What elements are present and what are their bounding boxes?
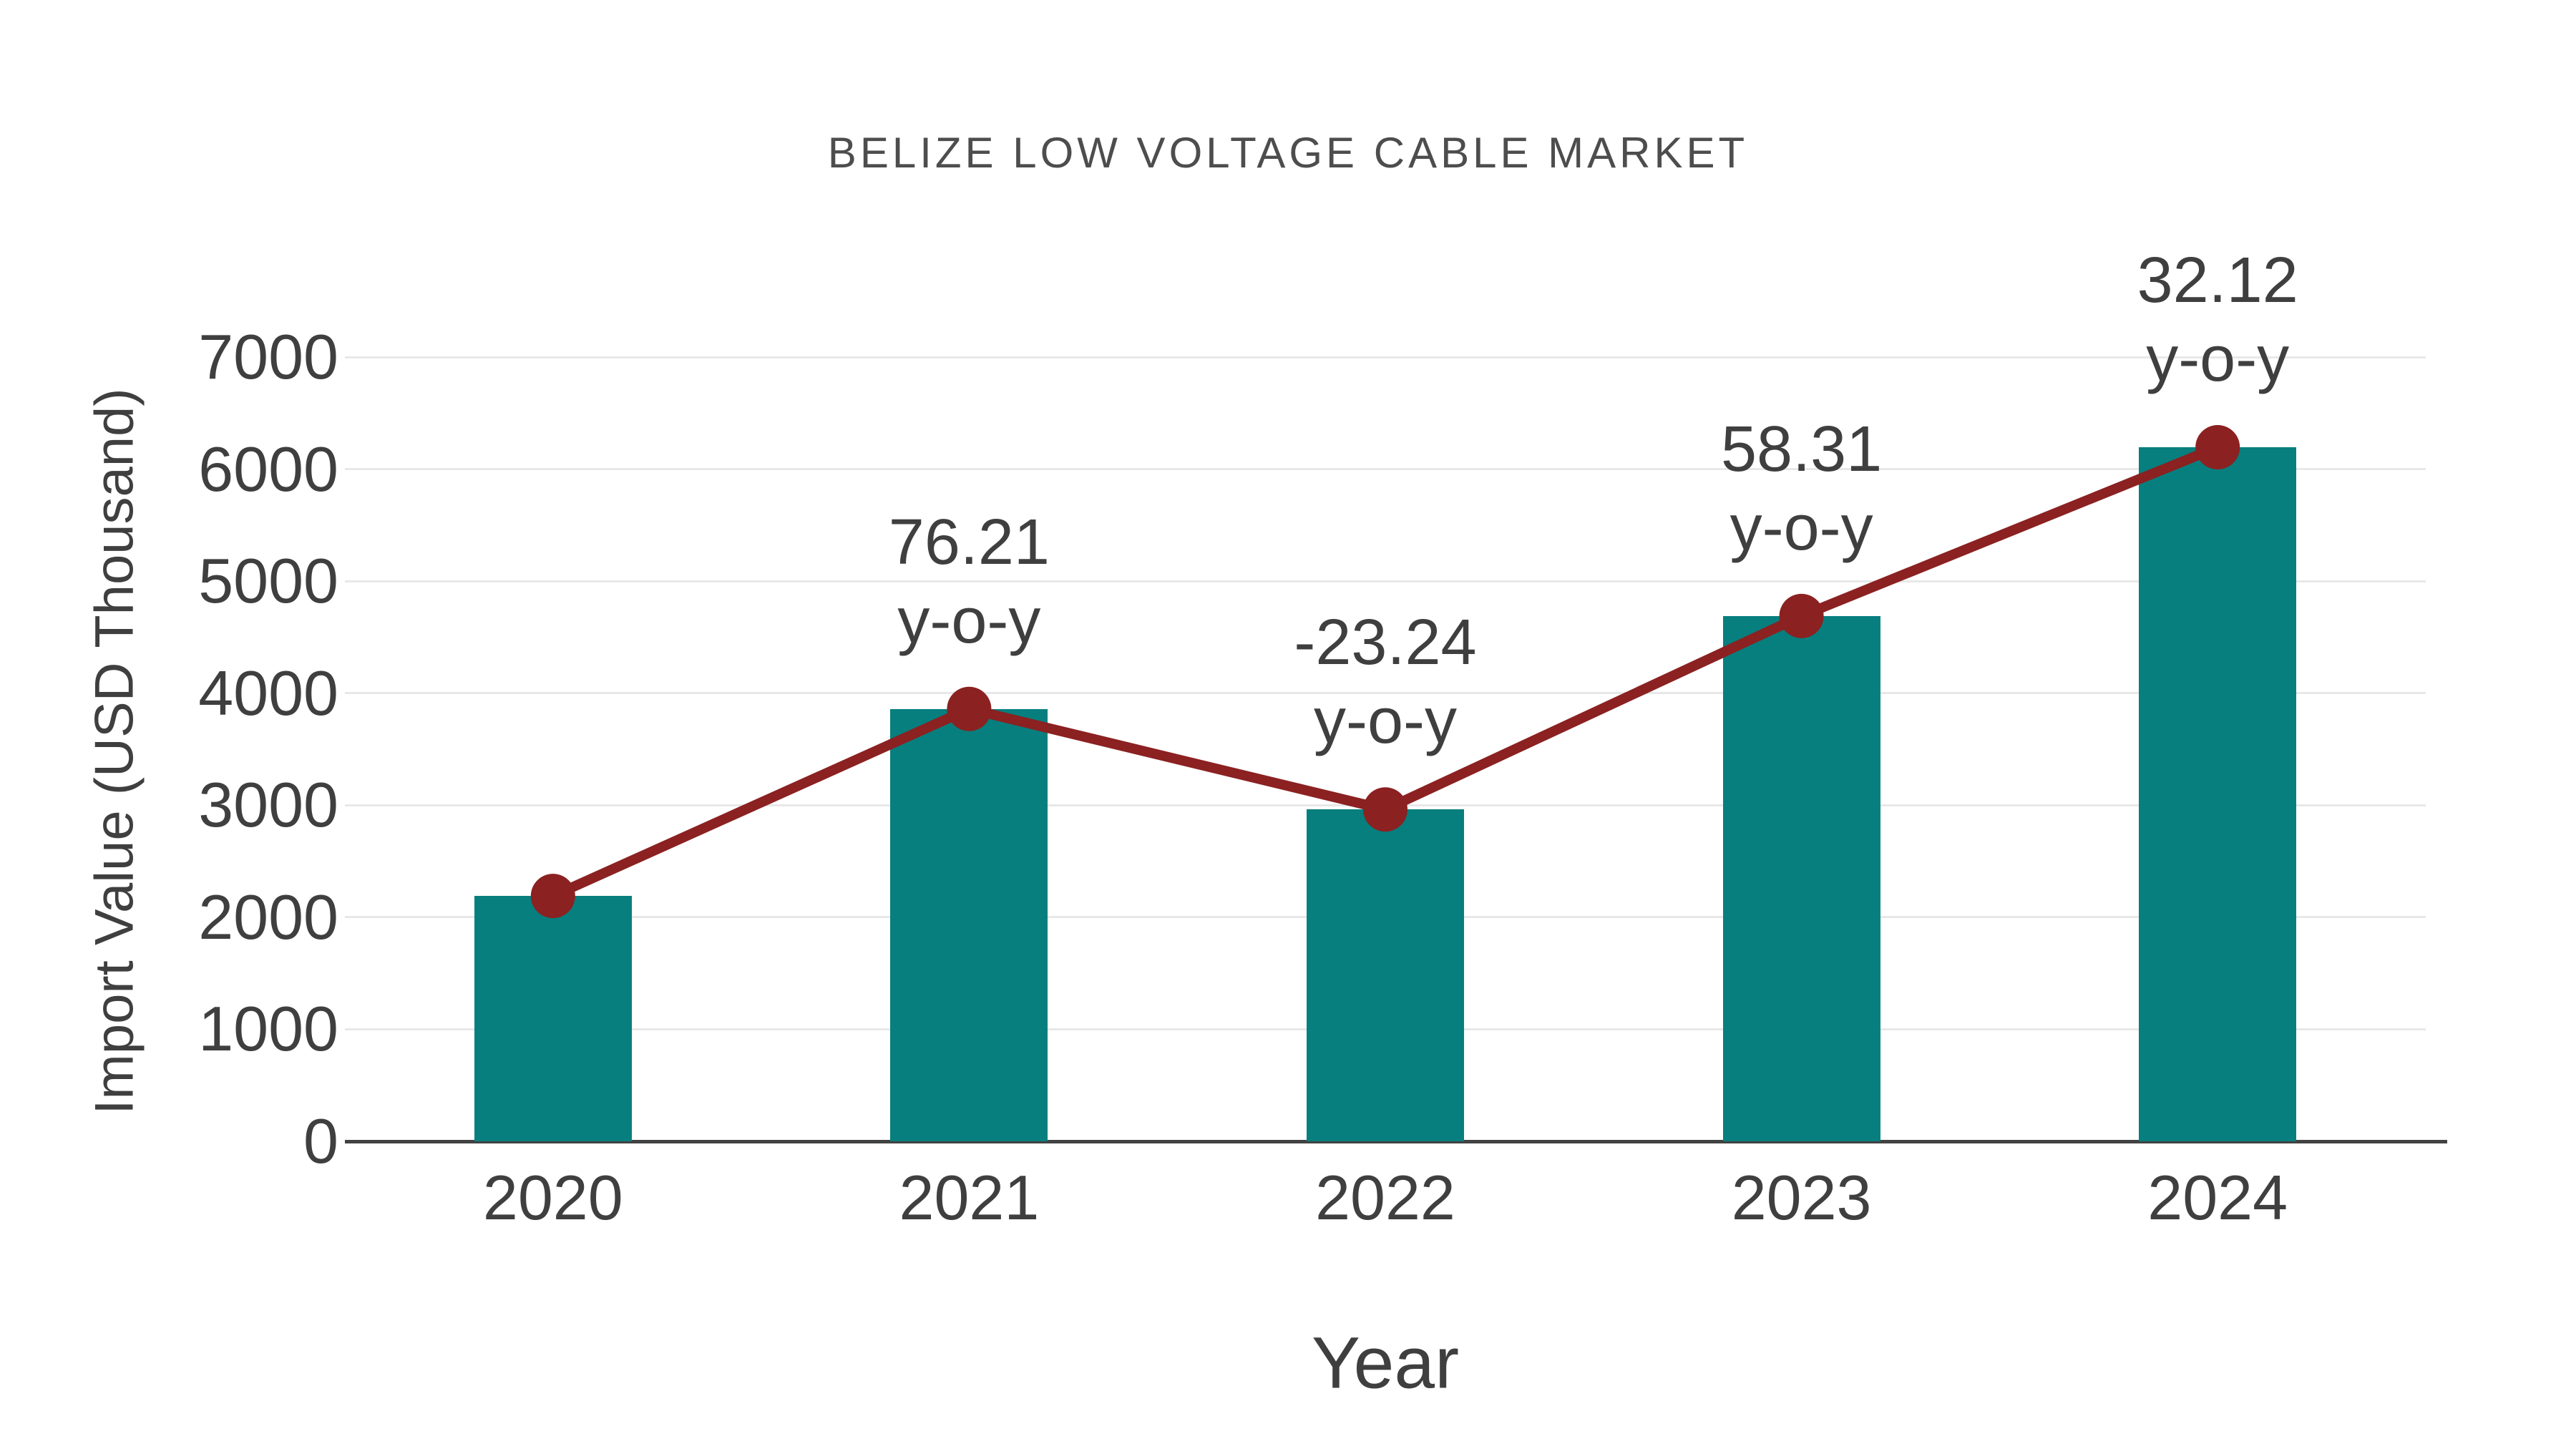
x-tick-label: 2024 bbox=[2147, 1162, 2288, 1233]
data-label: 76.21 y-o-y bbox=[754, 503, 1184, 660]
data-label: -23.24 y-o-y bbox=[1171, 603, 1600, 761]
x-axis-line bbox=[345, 1140, 2447, 1143]
chart-title: BELIZE LOW VOLTAGE CABLE MARKET bbox=[827, 129, 1749, 177]
data-label: 32.12 y-o-y bbox=[2003, 241, 2432, 399]
x-axis-title: Year bbox=[1311, 1322, 1460, 1404]
yoy-value: -23.24 bbox=[1294, 607, 1477, 679]
bar bbox=[890, 708, 1048, 1141]
y-tick-label: 6000 bbox=[198, 433, 338, 504]
yoy-value: 76.21 bbox=[888, 506, 1050, 578]
yoy-suffix: y-o-y bbox=[2146, 323, 2290, 396]
yoy-suffix: y-o-y bbox=[1729, 492, 1873, 564]
yoy-value: 58.31 bbox=[1720, 413, 1883, 485]
y-tick-label: 2000 bbox=[198, 881, 338, 952]
x-tick-label: 2022 bbox=[1315, 1162, 1455, 1233]
gridline bbox=[345, 356, 2426, 358]
data-label: 58.31 y-o-y bbox=[1587, 410, 2016, 567]
y-tick-label: 3000 bbox=[198, 769, 338, 841]
y-tick-label: 7000 bbox=[198, 321, 338, 392]
y-tick-label: 0 bbox=[303, 1106, 338, 1176]
x-tick-label: 2021 bbox=[899, 1162, 1040, 1233]
yoy-value: 32.12 bbox=[2137, 245, 2298, 317]
x-tick-label: 2020 bbox=[482, 1162, 623, 1233]
gridline bbox=[345, 580, 2426, 582]
yoy-suffix: y-o-y bbox=[1314, 686, 1457, 758]
x-tick-label: 2023 bbox=[1731, 1162, 1872, 1233]
bar bbox=[474, 896, 632, 1141]
bar bbox=[1307, 809, 1464, 1141]
gridline bbox=[345, 804, 2426, 806]
y-tick-label: 4000 bbox=[198, 657, 338, 728]
yoy-suffix: y-o-y bbox=[897, 585, 1041, 657]
bar bbox=[2139, 447, 2297, 1141]
gridline bbox=[345, 468, 2426, 471]
y-tick-label: 5000 bbox=[198, 545, 338, 617]
y-tick-label: 1000 bbox=[198, 993, 338, 1065]
bar bbox=[1722, 615, 1880, 1141]
